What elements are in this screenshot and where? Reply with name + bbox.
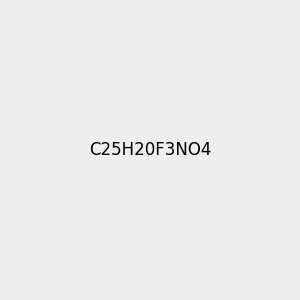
Text: C25H20F3NO4: C25H20F3NO4: [89, 141, 211, 159]
